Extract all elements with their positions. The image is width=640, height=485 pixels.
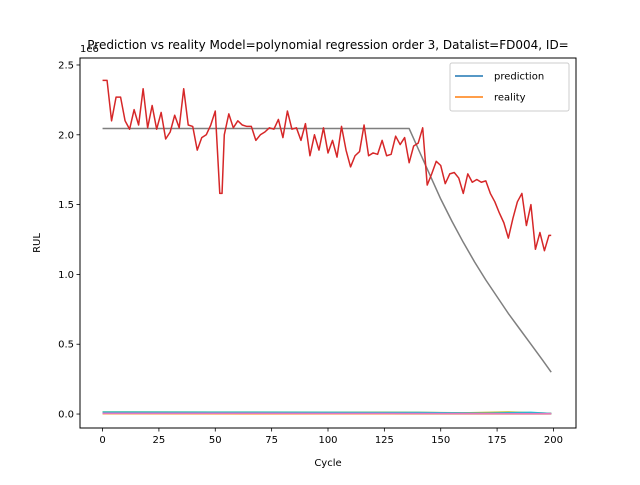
legend-box bbox=[450, 63, 569, 111]
legend-label: reality bbox=[494, 93, 526, 104]
x-tick-label: 150 bbox=[431, 435, 450, 446]
x-tick-label: 125 bbox=[375, 435, 394, 446]
plot-area bbox=[103, 80, 552, 414]
chart-title: Prediction vs reality Model=polynomial r… bbox=[87, 38, 568, 52]
y-tick-label: 2.0 bbox=[58, 130, 74, 141]
y-axis-label: RUL bbox=[32, 233, 43, 253]
x-axis: 0 25 50 75 100 125 150 175 200 bbox=[99, 428, 563, 446]
x-axis-label: Cycle bbox=[314, 458, 341, 469]
x-tick-label: 50 bbox=[209, 435, 222, 446]
legend: prediction reality bbox=[450, 63, 569, 111]
y-tick-label: 0.5 bbox=[58, 340, 74, 351]
x-tick-label: 25 bbox=[153, 435, 166, 446]
y-tick-label: 2.5 bbox=[58, 60, 74, 71]
y-axis: 0.0 0.5 1.0 1.5 2.0 2.5 bbox=[58, 60, 80, 420]
x-tick-label: 175 bbox=[488, 435, 507, 446]
x-tick-label: 100 bbox=[318, 435, 337, 446]
legend-label: prediction bbox=[494, 72, 544, 83]
x-tick-label: 75 bbox=[265, 435, 278, 446]
x-tick-label: 0 bbox=[99, 435, 105, 446]
x-tick-label: 200 bbox=[544, 435, 563, 446]
y-tick-label: 1.0 bbox=[58, 270, 74, 281]
y-tick-label: 1.5 bbox=[58, 200, 74, 211]
y-tick-label: 0.0 bbox=[58, 410, 74, 421]
series-line-8 bbox=[103, 129, 552, 373]
